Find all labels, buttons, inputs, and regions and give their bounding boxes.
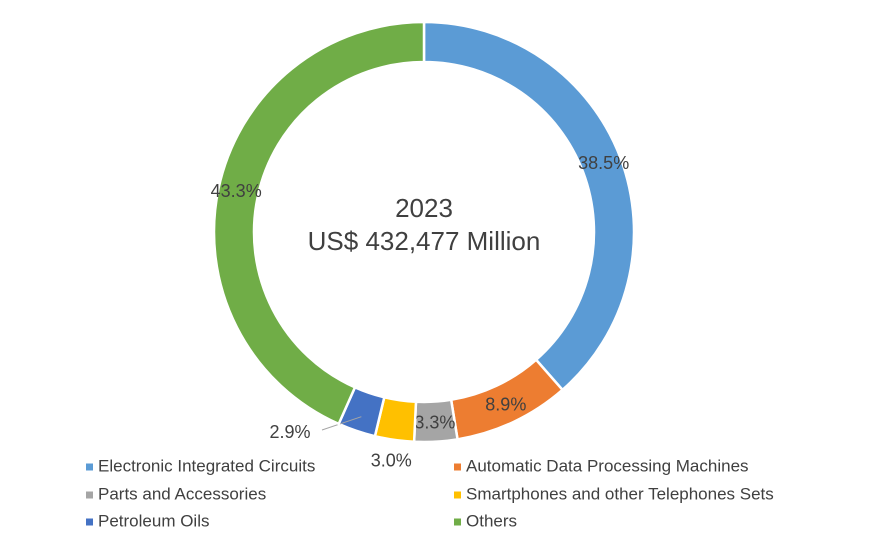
donut-segment bbox=[422, 20, 636, 392]
donut-segment bbox=[212, 20, 426, 426]
data-label: 3.0% bbox=[371, 450, 412, 470]
leader-line bbox=[321, 416, 362, 431]
legend-label: Parts and Accessories bbox=[98, 484, 266, 503]
legend-label: Others bbox=[466, 511, 517, 530]
data-label: 2.9% bbox=[269, 422, 310, 442]
data-label: 3.3% bbox=[414, 412, 455, 432]
legend-swatch bbox=[86, 518, 93, 526]
legend-label: Smartphones and other Telephones Sets bbox=[466, 484, 774, 503]
data-label: 8.9% bbox=[485, 394, 526, 414]
data-label: 43.3% bbox=[211, 181, 262, 201]
center-year: 2023 bbox=[395, 193, 453, 223]
legend-label: Automatic Data Processing Machines bbox=[466, 456, 749, 475]
legend-swatch bbox=[454, 491, 461, 499]
data-label: 38.5% bbox=[578, 153, 629, 173]
legend-swatch bbox=[454, 518, 461, 526]
legend-label: Electronic Integrated Circuits bbox=[98, 456, 315, 475]
legend-label: Petroleum Oils bbox=[98, 511, 209, 530]
legend-swatch bbox=[86, 463, 93, 471]
center-total: US$ 432,477 Million bbox=[308, 226, 541, 256]
legend-swatch bbox=[454, 463, 461, 471]
legend-swatch bbox=[86, 491, 93, 499]
